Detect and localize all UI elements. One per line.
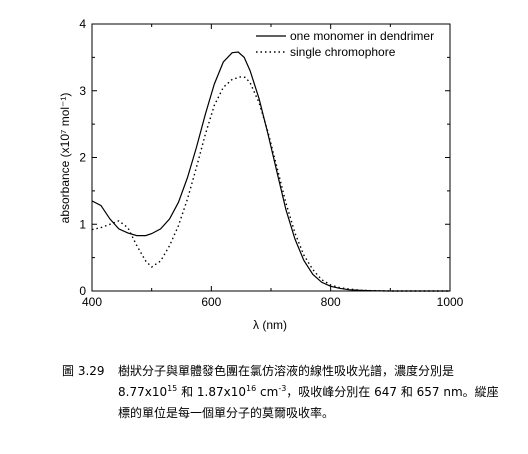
x-tick-label: 800 [321, 295, 341, 309]
caption-exponent-2: 16 [246, 384, 257, 393]
series-layer [91, 51, 450, 292]
caption-text-part-1: 樹狀分子與單體發色團在氯仿溶液的線性吸收光譜，濃度分別是 8.77x10 [118, 364, 455, 399]
y-tick-label: 4 [79, 17, 86, 31]
caption-text-part-2: 和 1.87x10 [177, 385, 247, 399]
figure-caption: 圖 3.29 樹狀分子與單體發色團在氯仿溶液的線性吸收光譜，濃度分別是 8.77… [62, 361, 502, 424]
axes: 400 600 800 1000 0 1 2 3 4 [79, 17, 463, 309]
series-line-2 [91, 75, 450, 292]
series-line-1 [91, 51, 450, 292]
caption-text: 樹狀分子與單體發色團在氯仿溶液的線性吸收光譜，濃度分別是 8.77x1015 和… [118, 361, 502, 424]
legend-label-2: single chromophore [290, 45, 396, 59]
caption-text-part-4: ，吸收峰分別在 647 和 657 nm。縱座標的單位是每一個單分子的莫爾吸收率… [118, 385, 499, 420]
caption-text-part-3: cm [256, 385, 279, 399]
x-tick-label: 600 [201, 295, 221, 309]
y-tick-label: 1 [79, 217, 86, 231]
caption-exponent-1: 15 [167, 384, 178, 393]
x-tick-label: 1000 [437, 295, 464, 309]
plot-frame [91, 23, 451, 292]
x-axis-label: λ (nm) [253, 318, 287, 332]
x-tick-label: 400 [82, 295, 102, 309]
y-axis-label: absorbance (x10⁷ mol⁻¹) [58, 93, 72, 224]
legend-label-1: one monomer in dendrimer [290, 29, 434, 43]
y-tick-label: 2 [79, 151, 86, 165]
legend: one monomer in dendrimer single chromopho… [256, 29, 434, 59]
absorption-chart: 400 600 800 1000 0 1 2 3 4 one monomer in dendri… [58, 17, 464, 332]
y-tick-label: 0 [79, 284, 86, 298]
y-tick-label: 3 [79, 84, 86, 98]
caption-exponent-3: -3 [278, 384, 287, 393]
caption-number: 圖 3.29 [62, 364, 105, 378]
